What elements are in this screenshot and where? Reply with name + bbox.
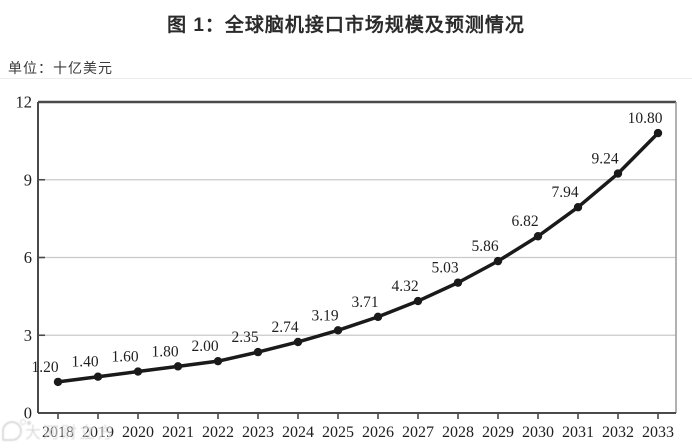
y-axis-label: 9 bbox=[24, 170, 32, 189]
x-axis-label: 2019 bbox=[82, 424, 114, 441]
data-point bbox=[533, 232, 543, 241]
figure-title: 图 1：全球脑机接口市场规模及预测情况 bbox=[167, 15, 525, 36]
data-label: 9.24 bbox=[591, 151, 618, 168]
data-label: 2.35 bbox=[231, 329, 258, 346]
data-label: 10.80 bbox=[628, 110, 663, 127]
data-point bbox=[213, 356, 223, 366]
x-axis-label: 2028 bbox=[442, 424, 474, 441]
data-label: 1.60 bbox=[111, 349, 138, 366]
x-axis-label: 2020 bbox=[122, 424, 154, 441]
data-labels: 1.20 1.40 1.60 1.80 2.00 2.35 2.74 3.19 3.71 4.32… bbox=[31, 110, 662, 376]
axes bbox=[37, 100, 677, 419]
x-axis-label: 2027 bbox=[402, 424, 434, 441]
data-label: 1.40 bbox=[71, 354, 98, 371]
x-axis-label: 2029 bbox=[482, 424, 514, 441]
gridlines bbox=[38, 179, 676, 336]
data-point bbox=[573, 203, 583, 212]
data-point bbox=[653, 128, 663, 138]
data-point bbox=[373, 312, 383, 322]
data-label: 3.19 bbox=[311, 307, 338, 324]
data-label: 7.94 bbox=[551, 184, 578, 201]
y-axis-label: 3 bbox=[24, 326, 32, 345]
data-point bbox=[453, 278, 463, 287]
unit-label: 单位：十亿美元 bbox=[8, 62, 113, 77]
x-axis-label: 2021 bbox=[162, 424, 194, 441]
divider bbox=[0, 78, 692, 79]
data-point bbox=[253, 347, 263, 357]
data-point bbox=[493, 256, 503, 266]
data-point bbox=[333, 326, 343, 335]
data-label: 6.82 bbox=[511, 213, 538, 230]
series-line bbox=[56, 131, 660, 384]
data-label: 2.00 bbox=[191, 338, 218, 355]
x-axis-label: 2024 bbox=[282, 424, 314, 441]
y-axis-label: 6 bbox=[24, 248, 32, 267]
x-axis-label: 2023 bbox=[242, 424, 274, 441]
data-points bbox=[53, 128, 663, 387]
y-axis-label: 0 bbox=[24, 404, 32, 423]
x-axis-label: 2030 bbox=[522, 424, 554, 441]
data-label: 2.74 bbox=[271, 319, 298, 336]
x-axis-label: 2018 bbox=[42, 424, 74, 441]
data-point bbox=[413, 296, 423, 306]
data-label: 1.80 bbox=[151, 343, 178, 360]
data-label: 4.32 bbox=[391, 278, 418, 295]
data-label: 5.86 bbox=[471, 238, 498, 255]
x-axis-label: 2032 bbox=[602, 424, 634, 441]
data-point bbox=[53, 377, 63, 387]
x-axis-label: 2022 bbox=[202, 424, 234, 441]
data-label: 1.20 bbox=[31, 359, 58, 376]
data-point bbox=[293, 337, 303, 347]
x-axis-label: 2031 bbox=[562, 424, 594, 441]
data-label: 3.71 bbox=[351, 294, 378, 311]
data-point bbox=[93, 372, 103, 381]
y-axis-label: 12 bbox=[16, 93, 33, 112]
data-point bbox=[133, 367, 143, 376]
data-point bbox=[613, 169, 623, 178]
x-axis-label: 2033 bbox=[642, 424, 674, 441]
x-axis-label: 2025 bbox=[322, 424, 354, 441]
data-point bbox=[173, 362, 183, 371]
x-axis-label: 2026 bbox=[362, 424, 394, 441]
data-label: 5.03 bbox=[431, 260, 458, 277]
